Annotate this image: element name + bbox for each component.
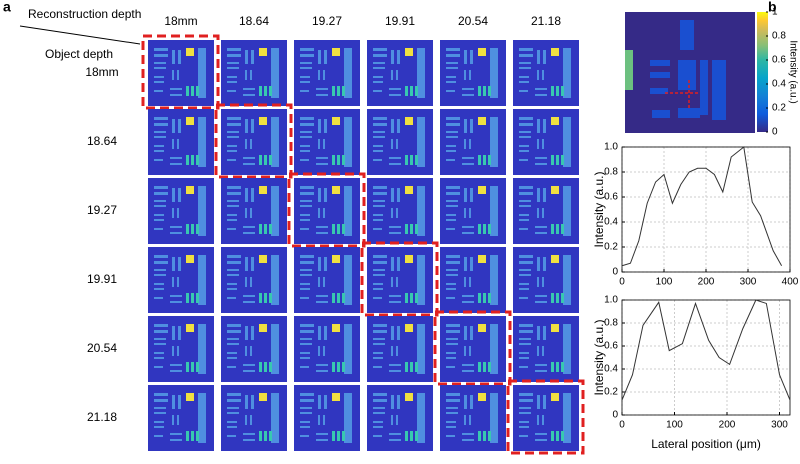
y-tick-label: 0 xyxy=(612,410,618,421)
row-label: 18.64 xyxy=(87,134,117,148)
colorbar-tick-label: 0.2 xyxy=(772,103,786,114)
reconstruction-image xyxy=(367,316,433,382)
reconstruction-image xyxy=(148,247,214,313)
reconstruction-image xyxy=(221,40,287,106)
column-label: 21.18 xyxy=(531,14,561,28)
row-axis-title: Object depth xyxy=(45,47,113,61)
row-label: 18mm xyxy=(85,65,118,79)
data-line xyxy=(621,299,791,401)
reconstruction-image xyxy=(294,178,360,244)
row-label: 19.91 xyxy=(87,272,117,286)
y-tick-label: 0.8 xyxy=(604,318,618,329)
reconstruction-image xyxy=(294,316,360,382)
colorbar-tick-label: 0.6 xyxy=(772,55,786,66)
colorbar-tick-label: 0.4 xyxy=(772,79,786,90)
reconstruction-image xyxy=(367,178,433,244)
reconstruction-image xyxy=(513,40,579,106)
reconstruction-image xyxy=(440,178,506,244)
reconstruction-image xyxy=(148,40,214,106)
reconstruction-image xyxy=(440,385,506,451)
y-tick-label: 0.4 xyxy=(604,217,618,228)
reconstruction-image xyxy=(294,247,360,313)
x-tick-label: 200 xyxy=(698,277,715,288)
reconstruction-image xyxy=(148,385,214,451)
column-label: 18.64 xyxy=(239,14,269,28)
reconstruction-image xyxy=(294,385,360,451)
y-tick-label: 0.6 xyxy=(604,341,618,352)
reconstruction-image xyxy=(221,247,287,313)
heatmap xyxy=(625,12,768,133)
y-tick-label: 0.2 xyxy=(604,387,618,398)
reconstruction-image xyxy=(440,316,506,382)
x-tick-label: 300 xyxy=(771,420,788,431)
y-tick-label: 1.0 xyxy=(604,295,618,306)
reconstruction-image xyxy=(221,316,287,382)
reconstruction-image xyxy=(221,385,287,451)
axes-box xyxy=(621,299,791,416)
reconstruction-image xyxy=(367,247,433,313)
reconstruction-image xyxy=(294,109,360,175)
x-tick-label: 0 xyxy=(619,420,625,431)
data-line xyxy=(621,146,783,267)
y-tick-label: 0.6 xyxy=(604,192,618,203)
panel-label: b xyxy=(768,0,777,15)
colorbar-tick-label: 0.8 xyxy=(772,31,786,42)
row-label: 21.18 xyxy=(87,410,117,424)
highlight-box xyxy=(433,310,512,386)
x-tick-label: 300 xyxy=(740,277,757,288)
highlight-box xyxy=(141,34,220,110)
colorbar-label: Intensity (a.u.) xyxy=(787,40,798,103)
column-label: 20.54 xyxy=(458,14,488,28)
column-label: 18mm xyxy=(164,14,197,28)
reconstruction-image xyxy=(367,385,433,451)
reconstruction-image xyxy=(148,178,214,244)
reconstruction-image xyxy=(148,109,214,175)
reconstruction-image xyxy=(294,40,360,106)
axes-box xyxy=(621,146,791,273)
x-tick-label: 100 xyxy=(656,277,673,288)
x-tick-label: 100 xyxy=(666,420,683,431)
reconstruction-image xyxy=(367,40,433,106)
reconstruction-image xyxy=(513,316,579,382)
reconstruction-image xyxy=(513,247,579,313)
reconstruction-image xyxy=(513,109,579,175)
reconstruction-image xyxy=(221,178,287,244)
colorbar-tick-label: 1 xyxy=(772,7,778,18)
colorbar-tick-label: 0 xyxy=(772,127,778,138)
reconstruction-image xyxy=(148,316,214,382)
column-label: 19.91 xyxy=(385,14,415,28)
y-axis-label: Intensity (a.u.) xyxy=(592,319,606,395)
column-label: 19.27 xyxy=(312,14,342,28)
pointer-line xyxy=(19,25,141,45)
reconstruction-image xyxy=(440,247,506,313)
y-axis-label: Intensity (a.u.) xyxy=(592,171,606,247)
y-tick-label: 1.0 xyxy=(604,142,618,153)
y-tick-label: 0.2 xyxy=(604,242,618,253)
reconstruction-image xyxy=(221,109,287,175)
x-tick-label: 200 xyxy=(719,420,736,431)
reconstruction-image xyxy=(440,109,506,175)
highlight-box xyxy=(287,172,366,248)
y-tick-label: 0.8 xyxy=(604,167,618,178)
highlight-box xyxy=(506,379,585,455)
x-axis-label: Lateral position (μm) xyxy=(651,437,761,451)
x-tick-label: 0 xyxy=(619,277,625,288)
reconstruction-image xyxy=(513,178,579,244)
highlight-box xyxy=(214,103,293,179)
x-tick-label: 400 xyxy=(782,277,799,288)
reconstruction-image xyxy=(440,40,506,106)
panel-label: a xyxy=(3,0,11,15)
column-axis-title: Reconstruction depth xyxy=(28,7,141,21)
y-tick-label: 0.4 xyxy=(604,364,618,375)
row-label: 20.54 xyxy=(87,341,117,355)
highlight-box xyxy=(360,241,439,317)
reconstruction-image xyxy=(367,109,433,175)
y-tick-label: 0 xyxy=(612,267,618,278)
row-label: 19.27 xyxy=(87,203,117,217)
reconstruction-image xyxy=(513,385,579,451)
